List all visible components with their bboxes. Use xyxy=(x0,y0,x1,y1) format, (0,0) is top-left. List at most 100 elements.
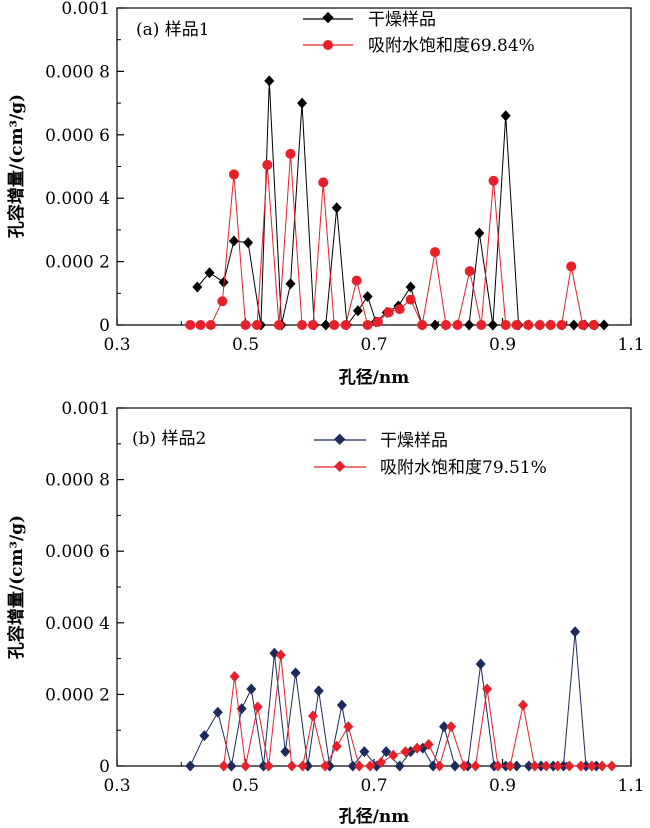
panel-b-series-0-point xyxy=(246,683,257,695)
panel-a-series-1-point xyxy=(511,320,522,330)
panel-a-series-1-point xyxy=(394,304,405,315)
panel-b-series-1-point xyxy=(482,683,493,695)
panel-a-series-1-point xyxy=(383,307,394,318)
panel-a-series-1-point xyxy=(372,316,383,327)
panel-a-y-tick-label: 0.000 8 xyxy=(45,62,110,82)
panel-b-y-tick-label: 0.000 2 xyxy=(45,685,110,705)
panel-a-series xyxy=(185,75,610,331)
panel-a-series-1-point xyxy=(195,320,206,330)
panel-a-x-axis-label: 孔径/nm xyxy=(339,367,410,388)
panel-a-series-1-point xyxy=(340,320,351,330)
panel-b-y-tick-label: 0.000 6 xyxy=(45,542,110,562)
panel-b-series-0-point xyxy=(449,760,460,772)
panel-b-series-1-point xyxy=(331,740,342,752)
panel-b-series-1-point xyxy=(529,760,540,772)
panel-a-series-1-point xyxy=(577,320,588,330)
panel-a-series-1-line xyxy=(190,153,594,327)
panel-a-series-0-point xyxy=(352,305,363,317)
panel-b-series-1-point xyxy=(606,760,617,772)
panel-a-series-0-point xyxy=(264,75,275,87)
panel-b-series-1-point xyxy=(597,760,608,772)
panel-a-ticks: 0.3 0.5 0.7 0.9 1.1 0 0.000 2 0.000 4 0.000 6 0.0… xyxy=(45,0,644,355)
panel-a-y-axis-label: 孔容增量/(cm³/g) xyxy=(6,94,27,238)
panel-b-series-0-point xyxy=(212,706,223,718)
panel-b-series-1-point xyxy=(252,701,263,713)
panel-a-series-1-point xyxy=(417,320,428,330)
panel-a-series-0-line xyxy=(196,80,604,327)
panel-a-x-tick-label: 0.7 xyxy=(360,335,387,355)
panel-b-series-1-point xyxy=(541,760,552,772)
panel-b-series-1-point xyxy=(286,760,297,772)
panel-b-series-1-point xyxy=(564,760,575,772)
panel-b-series-0-point xyxy=(336,699,347,711)
panel-b-series-1-point xyxy=(423,739,434,751)
panel-a-y-tick-label: 0.000 4 xyxy=(45,189,110,209)
panel-a-series-1-point xyxy=(545,320,556,330)
panel-b-x-axis-label: 孔径/nm xyxy=(339,806,410,827)
panel-b-series-0-point xyxy=(347,760,358,772)
panel-b-series-1-point xyxy=(388,749,399,761)
panel-b-series-1-point xyxy=(400,746,411,758)
panel-b-legend: 干燥样品 吸附水饱和度79.51% xyxy=(314,431,547,478)
panel-b: 0.3 0.5 0.7 0.9 1.1 0 0.000 2 0.000 4 0.000 6 0.0… xyxy=(6,399,645,827)
panel-b-legend-marker-wet xyxy=(334,460,346,472)
panel-b-series-1-point xyxy=(575,760,586,772)
panel-a-series-1-point xyxy=(228,169,239,180)
panel-a-label: (a) 样品1 xyxy=(136,20,210,40)
panel-a-series-0-point xyxy=(285,278,296,290)
panel-b-series-0-point xyxy=(511,760,522,772)
panel-b-series-1-point xyxy=(434,760,445,772)
panel-b-x-tick-label: 0.5 xyxy=(232,776,259,796)
panel-b-legend-entry-dry: 干燥样品 xyxy=(314,431,448,451)
panel-a-series-0-point xyxy=(568,319,579,331)
panel-a-series-1-point xyxy=(351,275,362,286)
panel-b-series-1-point xyxy=(218,760,229,772)
panel-b-series-1-point xyxy=(446,721,457,733)
panel-b-series-0-point xyxy=(280,746,291,758)
panel-a-legend-marker-dry xyxy=(322,11,334,24)
panel-b-series-1-point xyxy=(240,760,251,772)
panel-b-x-tick-label: 0.9 xyxy=(489,776,516,796)
panel-b-legend-label-dry: 干燥样品 xyxy=(380,431,448,451)
panel-a-legend-label-dry: 干燥样品 xyxy=(368,10,436,30)
panel-b-series-1-point xyxy=(493,760,504,772)
panel-a-series-0-point xyxy=(474,227,485,239)
panel-b-series-1-point xyxy=(275,649,286,661)
panel-b-series-0-point xyxy=(185,760,196,772)
panel-b-y-tick-label: 0.000 4 xyxy=(45,614,110,634)
panel-b-series-0-point xyxy=(290,667,301,679)
panel-b-series-0-point xyxy=(394,760,405,772)
panel-a-series-1-point xyxy=(464,266,475,277)
panel-b-series-0-line xyxy=(189,631,597,768)
panel-b-series-1-point xyxy=(354,760,365,772)
panel-a-series-1-point xyxy=(240,320,251,330)
panel-b-plot-frame xyxy=(116,407,632,767)
panel-a-series-1-point xyxy=(430,247,441,258)
panel-b-series-0-point xyxy=(523,760,534,772)
panel-b-legend-entry-wet: 吸附水饱和度79.51% xyxy=(314,458,547,478)
panel-b-series-0-point xyxy=(226,760,237,772)
panel-b-legend-marker-dry xyxy=(334,433,346,445)
panel-b-series-1-point xyxy=(307,710,318,722)
panel-b-series-0-point xyxy=(302,760,313,772)
panel-a-series-1-point xyxy=(405,294,416,305)
panel-a-series-0-point xyxy=(500,110,511,122)
panel-a-series-1-point xyxy=(273,320,284,330)
panel-a-series-1-point xyxy=(476,320,487,330)
panel-a-x-tick-label: 1.1 xyxy=(617,335,644,355)
panel-a: 0.3 0.5 0.7 0.9 1.1 0 0.000 2 0.000 4 0.000 6 0.0… xyxy=(6,0,645,388)
panel-a-y-tick-label: 0.000 6 xyxy=(45,126,110,146)
panel-a-x-tick-label: 0.9 xyxy=(489,335,516,355)
panel-a-series-1-point xyxy=(523,320,534,330)
panel-b-series-1-point xyxy=(586,760,597,772)
panel-a-series-0-point xyxy=(320,319,331,331)
panel-b-series-0-point xyxy=(258,760,269,772)
panel-a-series-1-point xyxy=(566,261,577,272)
panel-a-series-1-point xyxy=(185,320,196,330)
panel-a-series-1-point xyxy=(307,320,318,330)
panel-a-series-0-point xyxy=(599,319,610,331)
panel-a-series-0-point xyxy=(430,319,441,331)
panel-b-series-1-point xyxy=(376,756,387,768)
panel-a-series-1-point xyxy=(262,159,273,170)
